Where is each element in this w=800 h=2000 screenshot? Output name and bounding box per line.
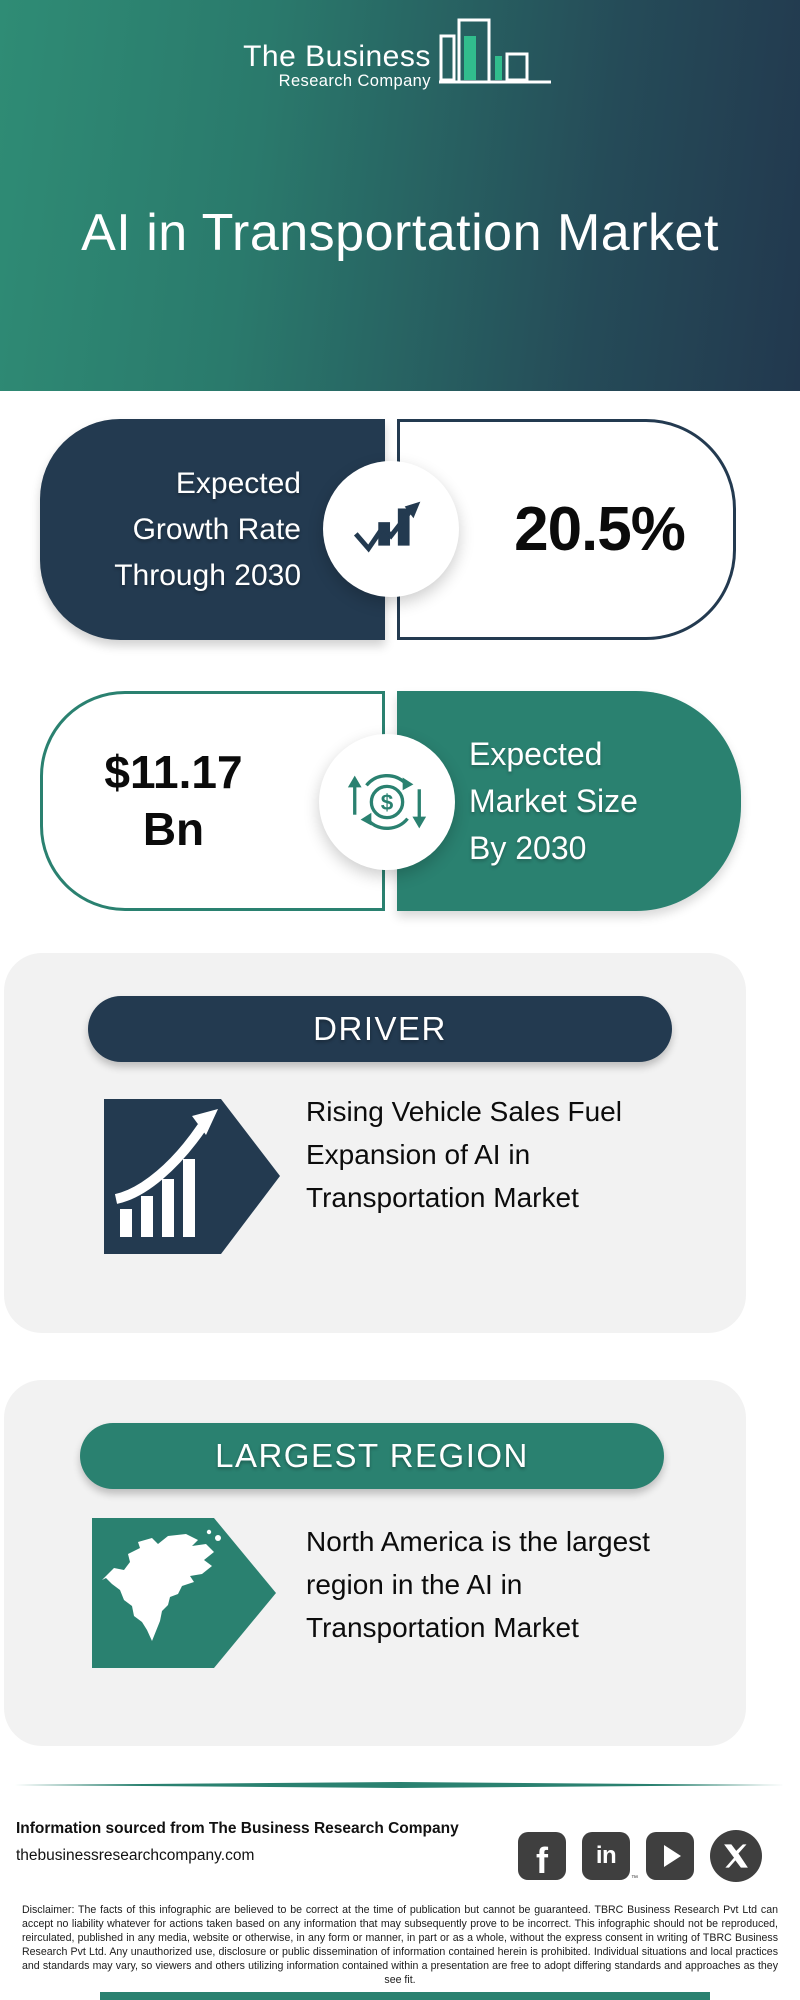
footer-divider xyxy=(15,1782,785,1788)
region-text-line: region in the AI in xyxy=(306,1569,523,1600)
disclaimer-text: Disclaimer: The facts of this infographi… xyxy=(22,1904,778,1986)
source-attribution: Information sourced from The Business Re… xyxy=(16,1820,459,1837)
driver-text-line: Expansion of AI in xyxy=(306,1139,531,1170)
logo-name-line2: Research Company xyxy=(278,71,431,90)
driver-text-line: Transportation Market xyxy=(306,1182,579,1213)
growth-label-line: Through 2030 xyxy=(114,558,301,592)
market-size-label-line: Market Size xyxy=(469,782,638,819)
driver-text-line: Rising Vehicle Sales Fuel xyxy=(306,1096,622,1127)
market-size-value: $11.17 xyxy=(104,746,243,798)
social-links: f in ™ xyxy=(518,1830,762,1882)
market-size-unit: Bn xyxy=(142,803,205,855)
market-size-label-line: By 2030 xyxy=(469,829,587,866)
region-text-line: Transportation Market xyxy=(306,1612,579,1643)
dollar-exchange-icon: $ xyxy=(319,734,455,870)
linkedin-icon[interactable]: in ™ xyxy=(582,1832,638,1882)
largest-region-heading: LARGEST REGION xyxy=(215,1437,529,1474)
logo-bar-chart-icon xyxy=(438,18,551,84)
largest-region-heading-pill: LARGEST REGION xyxy=(80,1423,664,1489)
logo-name-line1: The Business xyxy=(243,40,431,74)
youtube-icon[interactable] xyxy=(646,1832,694,1880)
driver-heading-pill: DRIVER xyxy=(88,996,672,1062)
x-twitter-icon[interactable] xyxy=(710,1830,762,1882)
website-url[interactable]: thebusinessresearchcompany.com xyxy=(16,1847,255,1864)
page-title: AI in Transportation Market xyxy=(81,204,719,262)
play-triangle xyxy=(663,1845,681,1867)
growth-rate-value: 20.5% xyxy=(514,495,686,564)
market-size-label-line: Expected xyxy=(469,735,603,772)
growth-chart-icon xyxy=(323,461,459,597)
bottom-accent-bar xyxy=(100,1992,710,2000)
driver-heading: DRIVER xyxy=(313,1010,447,1047)
driver-text: Rising Vehicle Sales Fuel Expansion of A… xyxy=(306,1090,686,1219)
north-america-map-icon xyxy=(92,1518,276,1668)
largest-region-text: North America is the largest region in t… xyxy=(306,1520,706,1649)
region-text-line: North America is the largest xyxy=(306,1526,650,1557)
growth-label-line: Expected xyxy=(175,466,301,500)
company-logo: The Business Research Company xyxy=(0,16,800,100)
svg-text:$: $ xyxy=(381,790,394,815)
growth-label-line: Growth Rate xyxy=(132,512,301,546)
linkedin-trademark: ™ xyxy=(631,1875,638,1882)
header-banner: The Business Research Company AI in Tran… xyxy=(0,0,800,391)
facebook-icon[interactable]: f xyxy=(518,1832,566,1881)
growth-badge-icon xyxy=(104,1099,280,1254)
